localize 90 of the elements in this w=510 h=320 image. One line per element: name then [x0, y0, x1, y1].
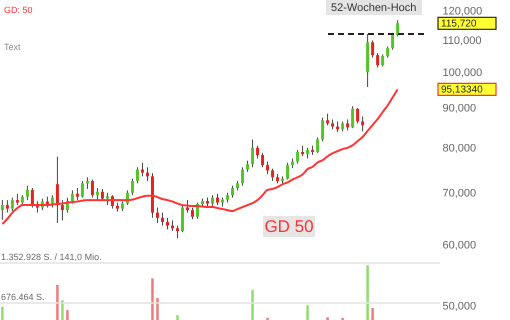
candlestick — [60, 200, 64, 221]
candlestick — [146, 166, 149, 182]
candlestick — [346, 118, 350, 132]
candlestick — [226, 192, 230, 204]
candlestick — [70, 190, 74, 204]
candlestick — [326, 113, 330, 126]
candlestick — [0, 200, 4, 220]
series-label: GD 50 — [264, 217, 314, 236]
bar — [156, 298, 159, 320]
candlestick — [336, 120, 340, 133]
candlestick — [251, 138, 254, 168]
candlestick — [10, 197, 14, 212]
ref-line-label: 1.352.928 S. / 141,0 Mio. — [1, 252, 102, 262]
candlestick — [26, 185, 29, 201]
candlestick — [120, 201, 124, 212]
candlestick — [341, 120, 344, 132]
candlestick — [100, 188, 104, 202]
candlestick — [381, 54, 384, 68]
candlestick — [231, 185, 234, 198]
y-tick-label: 50,000 — [442, 300, 476, 313]
ref-line-label: 52-Wochen-Hoch — [331, 2, 416, 14]
candlestick — [386, 46, 390, 58]
candlestick — [6, 200, 9, 214]
bar — [1, 306, 4, 320]
candlestick — [301, 145, 304, 157]
candlestick — [140, 162, 144, 177]
candlestick — [166, 217, 169, 230]
candlestick — [86, 176, 89, 190]
candlestick — [256, 145, 260, 159]
bar — [366, 265, 369, 320]
annotation: Text — [4, 42, 22, 52]
text: 115,720 — [441, 18, 477, 30]
candlestick — [311, 145, 314, 156]
candlestick — [170, 220, 174, 232]
candlestick — [90, 179, 94, 198]
candlestick — [241, 166, 244, 186]
candlestick — [211, 194, 214, 207]
candlestick — [286, 162, 290, 180]
y-tick-label: 110,000 — [442, 34, 482, 47]
bar — [151, 278, 154, 320]
y-tick-label: 90,000 — [442, 102, 476, 115]
ref-line-label: 676.464 S. — [1, 292, 45, 302]
candlestick — [321, 117, 324, 142]
candlestick — [186, 200, 189, 214]
y-tick-label: 100,000 — [442, 67, 482, 80]
annotation: GD: 50 — [4, 5, 33, 15]
bar — [66, 310, 69, 320]
candlestick — [216, 193, 220, 206]
candlestick — [80, 180, 84, 198]
candlestick — [56, 156, 59, 224]
candlestick — [316, 136, 320, 154]
candlestick — [176, 225, 179, 239]
bar — [176, 315, 179, 320]
candlestick — [190, 207, 194, 220]
candlestick — [36, 200, 39, 214]
candlestick — [351, 106, 354, 129]
bar — [326, 317, 329, 320]
bar — [371, 308, 374, 320]
y-tick-label: 70,000 — [442, 187, 476, 200]
y-tick-label: 80,000 — [442, 142, 476, 154]
candlestick — [16, 193, 19, 206]
candlestick — [396, 20, 400, 37]
candlestick — [276, 174, 280, 184]
candlestick — [356, 108, 360, 124]
candlestick — [271, 168, 274, 182]
candlestick — [371, 40, 374, 58]
candlestick — [331, 118, 334, 130]
y-tick-label: 60,000 — [442, 239, 476, 252]
candlestick — [291, 158, 294, 169]
candlestick — [160, 212, 164, 226]
candlestick — [116, 202, 119, 212]
candlestick — [266, 161, 270, 175]
candlestick — [296, 149, 300, 164]
candlestick — [180, 204, 184, 233]
candlestick — [361, 116, 364, 132]
candlestick — [306, 147, 310, 159]
bar — [306, 305, 309, 320]
candlestick — [261, 152, 264, 168]
candlestick — [246, 160, 250, 172]
candlestick — [106, 192, 109, 206]
candlestick — [236, 180, 240, 191]
candlestick — [130, 178, 134, 196]
bar — [61, 300, 64, 320]
bar — [56, 284, 59, 320]
candlestick — [136, 166, 139, 184]
candlestick — [376, 52, 380, 68]
text: 95,13340 — [441, 84, 484, 96]
candlestick — [156, 207, 159, 224]
bar — [251, 290, 254, 320]
y-tick-label: 120,000 — [442, 6, 482, 18]
